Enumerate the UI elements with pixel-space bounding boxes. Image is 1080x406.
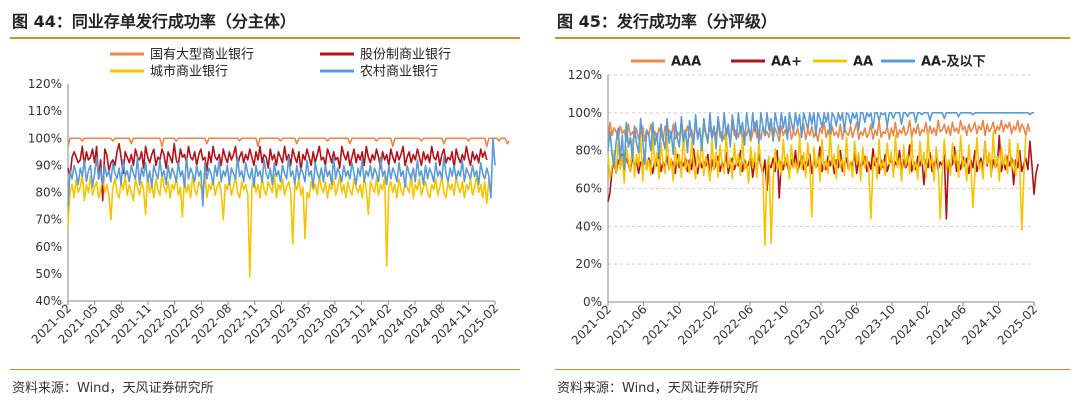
y-tick-label: 0% [583, 295, 602, 309]
legend-item-3: AA [813, 55, 873, 70]
line-chart-by-rating: 0%20%40%60%80%100%120%2021-022021-062021… [568, 55, 1040, 348]
y-tick-label: 110% [28, 104, 62, 118]
y-tick-label: 120% [28, 77, 62, 91]
legend-label: AA [853, 55, 873, 70]
legend-label: 农村商业银行 [360, 65, 438, 80]
y-tick-label: 40% [35, 294, 62, 308]
legend-item-2: AA+ [731, 55, 802, 70]
series-line-1 [607, 119, 1031, 142]
y-tick-label: 80% [575, 144, 602, 158]
y-tick-label: 60% [575, 182, 602, 196]
source-note-left: 资料来源：Wind，天风证券研究所 [12, 381, 214, 396]
legend-item-1: AAA [631, 55, 701, 70]
legend-item-4: AA-及以下 [881, 55, 986, 70]
y-tick-label: 100% [28, 131, 62, 145]
y-tick-label: 70% [35, 213, 62, 227]
legend-label: 国有大型商业银行 [150, 48, 254, 63]
series-line-4 [607, 112, 1034, 171]
title-rule-right [555, 37, 1070, 39]
y-tick-label: 120% [568, 68, 602, 82]
chart-panel-right: 图 45：发行成功率（分评级） 0% 20% 40% 60% 80% 100% 120% 20… [545, 0, 1080, 406]
y-tick-label: 20% [575, 257, 602, 271]
legend-label: 城市商业银行 [150, 64, 228, 80]
series-line-3 [607, 129, 1027, 247]
y-tick-label: 100% [568, 106, 602, 120]
legend-item-3: 城市商业银行 [110, 64, 228, 80]
legend-label: 股份制商业银行 [360, 48, 451, 63]
source-rule-right [555, 369, 1070, 370]
chart-title-left: 图 44：同业存单发行成功率（分主体） [12, 12, 296, 31]
source-note-right: 资料来源：Wind，天风证券研究所 [557, 381, 759, 396]
legend-item-2: 股份制商业银行 [320, 48, 451, 63]
y-tick-label: 40% [575, 219, 602, 233]
title-rule-left [10, 37, 520, 39]
chart-title-right: 图 45：发行成功率（分评级） [557, 12, 777, 31]
series-line-3 [67, 172, 490, 278]
line-chart-by-issuer: 40%50%60%70%80%90%100%110%120%2021-02202… [28, 48, 510, 347]
series-line-4 [67, 137, 496, 207]
legend-item-4: 农村商业银行 [320, 65, 438, 80]
y-tick-label: 60% [35, 240, 62, 254]
chart-panel-left: 图 44：同业存单发行成功率（分主体） 40% 50% 60% 70% 80% 90% 10… [0, 0, 530, 406]
source-rule-left [10, 369, 520, 370]
x-tick-label: 2025-02 [995, 302, 1040, 347]
legend-label: AA+ [771, 55, 802, 70]
y-tick-label: 90% [35, 158, 62, 172]
legend-label: AA-及以下 [921, 55, 986, 70]
legend-label: AAA [671, 55, 701, 70]
y-tick-label: 80% [35, 186, 62, 200]
legend-item-1: 国有大型商业银行 [110, 48, 254, 63]
series-line-1 [67, 137, 510, 148]
y-tick-label: 50% [35, 267, 62, 281]
